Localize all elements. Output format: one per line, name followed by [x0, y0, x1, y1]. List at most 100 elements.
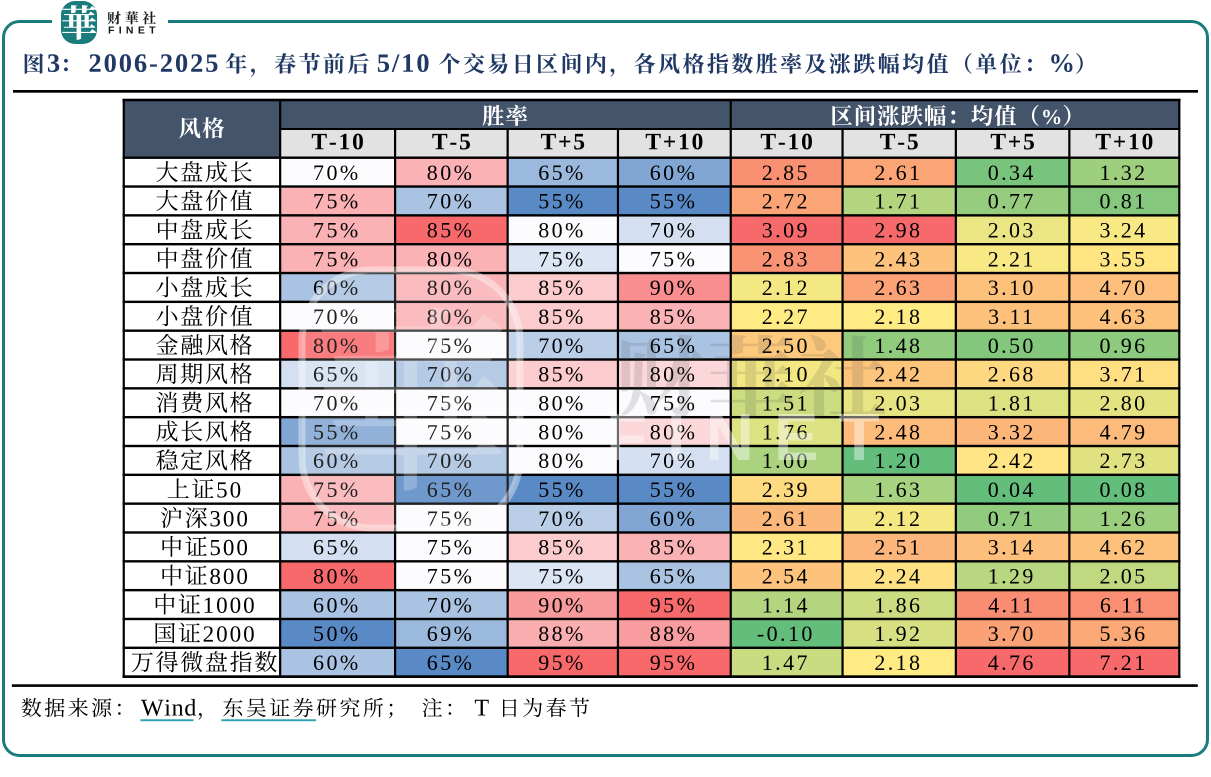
- svg-text:70%: 70%: [313, 390, 361, 415]
- svg-text:90%: 90%: [650, 275, 698, 300]
- svg-text:2.68: 2.68: [988, 362, 1036, 387]
- svg-text:1.14: 1.14: [762, 592, 810, 617]
- svg-text:0.77: 0.77: [988, 189, 1036, 214]
- svg-text:60%: 60%: [650, 160, 698, 185]
- svg-text:1.81: 1.81: [988, 390, 1036, 415]
- svg-text:85%: 85%: [538, 304, 586, 329]
- svg-text:4.70: 4.70: [1099, 275, 1147, 300]
- svg-text:5.36: 5.36: [1099, 621, 1147, 646]
- svg-text:3.55: 3.55: [1099, 246, 1147, 271]
- svg-text:2.31: 2.31: [762, 535, 810, 560]
- svg-text:2.61: 2.61: [762, 506, 810, 531]
- svg-text:2.43: 2.43: [874, 246, 922, 271]
- svg-text:3.09: 3.09: [762, 217, 810, 242]
- svg-text:80%: 80%: [538, 217, 586, 242]
- svg-text:7.21: 7.21: [1099, 650, 1147, 675]
- svg-text:70%: 70%: [650, 448, 698, 473]
- svg-text:69%: 69%: [427, 621, 475, 646]
- svg-text:2.18: 2.18: [874, 304, 922, 329]
- svg-text:85%: 85%: [538, 275, 586, 300]
- svg-text:2.54: 2.54: [762, 563, 810, 588]
- svg-text:75%: 75%: [650, 246, 698, 271]
- svg-text:70%: 70%: [427, 592, 475, 617]
- svg-text:75%: 75%: [427, 506, 475, 531]
- svg-text:0.50: 0.50: [988, 333, 1036, 358]
- svg-text:60%: 60%: [650, 506, 698, 531]
- svg-text:70%: 70%: [313, 160, 361, 185]
- svg-text:0.08: 0.08: [1099, 477, 1147, 502]
- svg-text:1.71: 1.71: [874, 189, 922, 214]
- svg-text:65%: 65%: [650, 563, 698, 588]
- svg-text:0.04: 0.04: [988, 477, 1036, 502]
- svg-text:1.26: 1.26: [1099, 506, 1147, 531]
- svg-text:2.18: 2.18: [874, 650, 922, 675]
- svg-text:1.29: 1.29: [988, 563, 1036, 588]
- svg-text:1.86: 1.86: [874, 592, 922, 617]
- svg-text:75%: 75%: [538, 563, 586, 588]
- svg-text:70%: 70%: [538, 506, 586, 531]
- svg-text:1.47: 1.47: [762, 650, 810, 675]
- svg-text:95%: 95%: [650, 650, 698, 675]
- svg-text:55%: 55%: [650, 477, 698, 502]
- svg-text:75%: 75%: [313, 217, 361, 242]
- svg-text:65%: 65%: [313, 362, 361, 387]
- svg-text:70%: 70%: [427, 189, 475, 214]
- svg-text:75%: 75%: [313, 477, 361, 502]
- svg-text:3.11: 3.11: [988, 304, 1035, 329]
- svg-text:2.12: 2.12: [874, 506, 922, 531]
- svg-text:1.76: 1.76: [762, 419, 810, 444]
- svg-text:80%: 80%: [538, 448, 586, 473]
- svg-text:85%: 85%: [650, 535, 698, 560]
- svg-text:4.62: 4.62: [1099, 535, 1147, 560]
- svg-text:80%: 80%: [538, 419, 586, 444]
- svg-text:1.00: 1.00: [762, 448, 810, 473]
- svg-text:2.85: 2.85: [762, 160, 810, 185]
- svg-text:2.72: 2.72: [762, 189, 810, 214]
- svg-text:80%: 80%: [313, 333, 361, 358]
- svg-text:80%: 80%: [313, 563, 361, 588]
- svg-text:70%: 70%: [650, 217, 698, 242]
- svg-text:2.27: 2.27: [762, 304, 810, 329]
- svg-text:65%: 65%: [427, 650, 475, 675]
- svg-text:55%: 55%: [650, 189, 698, 214]
- svg-text:80%: 80%: [427, 160, 475, 185]
- svg-text:88%: 88%: [650, 621, 698, 646]
- svg-text:3.71: 3.71: [1099, 362, 1147, 387]
- svg-text:2.80: 2.80: [1099, 390, 1147, 415]
- svg-text:FINET: FINET: [606, 400, 900, 475]
- svg-text:65%: 65%: [538, 160, 586, 185]
- svg-text:3.32: 3.32: [988, 419, 1036, 444]
- svg-text:2.48: 2.48: [874, 419, 922, 444]
- svg-text:75%: 75%: [427, 563, 475, 588]
- svg-text:FINET: FINET: [108, 25, 160, 37]
- svg-text:2.63: 2.63: [874, 275, 922, 300]
- svg-text:2.73: 2.73: [1099, 448, 1147, 473]
- svg-text:65%: 65%: [313, 535, 361, 560]
- svg-text:75%: 75%: [313, 246, 361, 271]
- svg-text:1.20: 1.20: [874, 448, 922, 473]
- svg-text:0.34: 0.34: [988, 160, 1036, 185]
- svg-text:88%: 88%: [538, 621, 586, 646]
- svg-text:70%: 70%: [313, 304, 361, 329]
- svg-text:3.14: 3.14: [988, 535, 1036, 560]
- svg-text:85%: 85%: [427, 217, 475, 242]
- svg-text:95%: 95%: [538, 650, 586, 675]
- svg-text:95%: 95%: [650, 592, 698, 617]
- svg-text:1.92: 1.92: [874, 621, 922, 646]
- svg-text:65%: 65%: [427, 477, 475, 502]
- svg-text:2.83: 2.83: [762, 246, 810, 271]
- svg-text:2.51: 2.51: [874, 535, 922, 560]
- svg-text:2.05: 2.05: [1099, 563, 1147, 588]
- svg-text:75%: 75%: [313, 506, 361, 531]
- svg-text:75%: 75%: [313, 189, 361, 214]
- svg-text:85%: 85%: [650, 304, 698, 329]
- svg-text:55%: 55%: [538, 477, 586, 502]
- svg-text:60%: 60%: [313, 650, 361, 675]
- svg-text:0.96: 0.96: [1099, 333, 1147, 358]
- svg-text:2.03: 2.03: [988, 217, 1036, 242]
- svg-text:2.12: 2.12: [762, 275, 810, 300]
- svg-text:4.79: 4.79: [1099, 419, 1147, 444]
- svg-text:85%: 85%: [538, 362, 586, 387]
- svg-text:2.39: 2.39: [762, 477, 810, 502]
- svg-text:55%: 55%: [538, 189, 586, 214]
